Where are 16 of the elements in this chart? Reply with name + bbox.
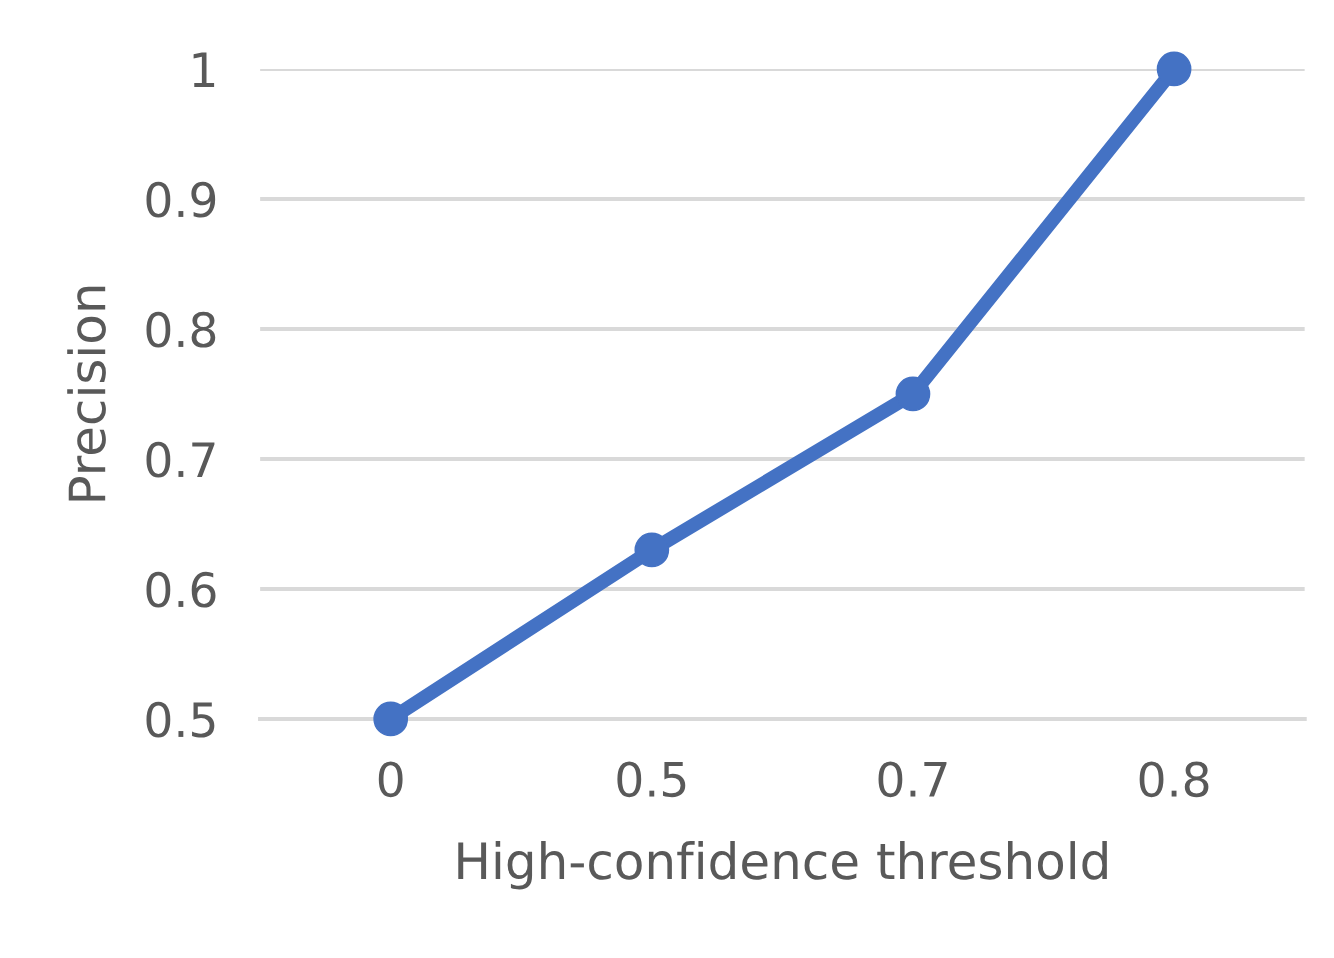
point xyxy=(373,701,409,737)
point xyxy=(895,376,931,412)
y-tick-label: 0.9 xyxy=(146,181,216,218)
y-tick-label: 0.5 xyxy=(146,701,215,738)
x-tick-label: 0.5 xyxy=(617,761,686,798)
x-tick-label: 0.7 xyxy=(878,761,947,798)
x-tick-label: 0 xyxy=(378,761,403,798)
y-tick-label: 0.8 xyxy=(146,311,216,348)
y-tick-label: 1 xyxy=(193,52,215,87)
point xyxy=(1156,51,1192,87)
y-axis-title: Precision xyxy=(67,286,106,501)
x-tick-label: 0.8 xyxy=(1139,761,1209,798)
y-tick-label: 0.6 xyxy=(146,571,216,608)
x-axis-title: High-confidence threshold xyxy=(458,841,1107,890)
y-tick-label: 0.7 xyxy=(146,441,215,478)
point xyxy=(634,532,670,568)
